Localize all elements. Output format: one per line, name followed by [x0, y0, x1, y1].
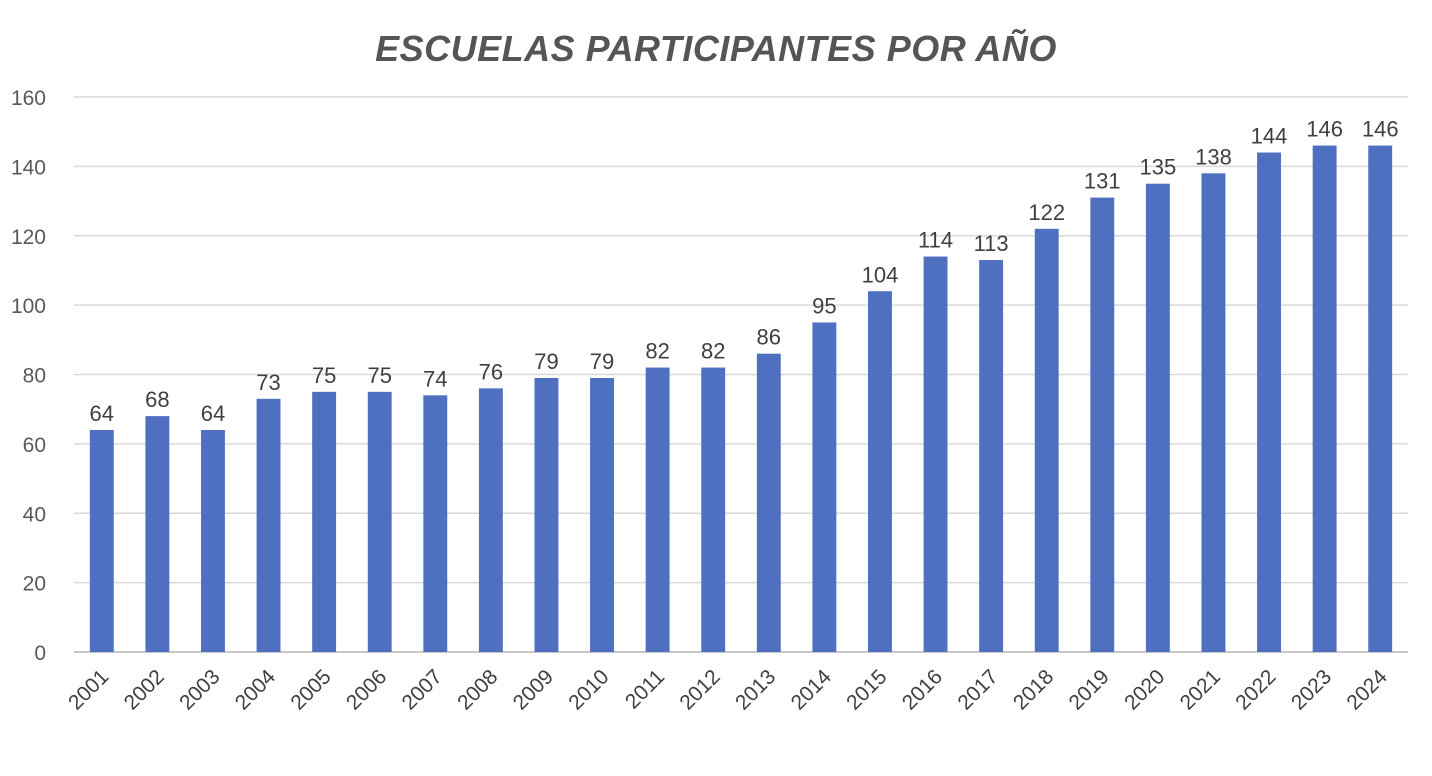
x-tick-label: 2010 — [564, 665, 613, 714]
y-axis-ticks: 0 20 40 60 80 100 120 140 160 — [11, 87, 46, 665]
data-label: 131 — [1084, 169, 1121, 194]
x-tick-label: 2019 — [1065, 665, 1114, 714]
y-tick-label: 100 — [11, 295, 46, 318]
x-tick-label: 2021 — [1176, 665, 1225, 714]
x-tick-label: 2020 — [1120, 665, 1169, 714]
bar — [590, 377, 614, 652]
x-tick-label: 2007 — [398, 665, 447, 714]
bar — [812, 322, 837, 652]
chart-title: ESCUELAS PARTICIPANTES POR AÑO — [375, 28, 1057, 69]
data-label: 79 — [534, 349, 558, 374]
data-label: 75 — [312, 363, 336, 388]
y-tick-label: 0 — [34, 642, 46, 665]
bar — [423, 395, 448, 652]
x-tick-label: 2023 — [1287, 665, 1336, 714]
data-label: 138 — [1195, 144, 1232, 169]
data-label: 82 — [645, 339, 669, 364]
x-tick-label: 2024 — [1342, 665, 1392, 715]
bar — [868, 291, 892, 652]
x-tick-label: 2002 — [120, 665, 169, 714]
bar — [89, 430, 114, 652]
y-tick-label: 120 — [11, 226, 46, 249]
data-label: 113 — [974, 231, 1009, 256]
x-tick-label: 2004 — [231, 665, 281, 715]
bar — [256, 398, 281, 652]
y-tick-label: 80 — [23, 365, 46, 388]
x-axis-ticks: 2001 2002 2003 2004 2005 2006 2007 2008 2009 2010… — [64, 665, 1392, 715]
bar — [201, 430, 225, 652]
data-label: 79 — [590, 349, 614, 374]
bars — [89, 145, 1393, 652]
data-label: 104 — [862, 262, 899, 287]
bar — [478, 388, 503, 652]
data-labels: 64 68 64 73 75 75 74 76 79 79 82 82 86 95 104 114 113 122… — [90, 117, 1399, 426]
data-label: 82 — [701, 339, 725, 364]
y-tick-label: 140 — [11, 156, 46, 179]
data-label: 68 — [145, 387, 169, 412]
data-label: 146 — [1362, 117, 1399, 142]
bar — [534, 377, 559, 652]
y-tick-label: 20 — [23, 573, 46, 596]
x-tick-label: 2013 — [731, 665, 780, 714]
data-label: 114 — [918, 228, 953, 253]
x-tick-label: 2018 — [1009, 665, 1058, 714]
x-tick-label: 2017 — [953, 665, 1002, 714]
data-label: 74 — [423, 366, 447, 391]
bar — [312, 391, 337, 652]
x-tick-label: 2011 — [621, 665, 669, 713]
x-tick-label: 2008 — [453, 665, 502, 714]
x-tick-label: 2005 — [286, 665, 335, 714]
grid-layer — [74, 96, 1408, 653]
bar — [1257, 152, 1281, 652]
data-label: 135 — [1140, 155, 1177, 180]
x-tick-label: 2022 — [1231, 665, 1280, 714]
bar — [756, 353, 781, 652]
bar — [1145, 183, 1170, 652]
data-label: 75 — [367, 363, 391, 388]
bar — [1201, 173, 1226, 652]
x-tick-label: 2001 — [64, 665, 113, 714]
bar — [1034, 228, 1059, 652]
data-label: 64 — [201, 401, 225, 426]
bar — [979, 260, 1004, 652]
bar — [367, 391, 392, 652]
bar — [1312, 145, 1337, 652]
y-tick-label: 60 — [23, 434, 46, 457]
data-label: 122 — [1028, 200, 1065, 225]
bar — [923, 256, 948, 652]
data-label: 76 — [479, 359, 503, 384]
data-label: 146 — [1306, 117, 1343, 142]
data-label: 86 — [757, 325, 781, 350]
bar — [645, 367, 670, 652]
bar — [1090, 197, 1115, 652]
bar — [701, 367, 726, 652]
x-tick-label: 2014 — [787, 665, 837, 715]
x-tick-label: 2009 — [509, 665, 558, 714]
data-label: 64 — [90, 401, 114, 426]
bar — [145, 416, 170, 652]
x-tick-label: 2003 — [175, 665, 224, 714]
y-tick-label: 40 — [23, 503, 46, 526]
x-tick-label: 2012 — [675, 665, 724, 714]
data-label: 144 — [1251, 124, 1288, 149]
bar — [1368, 145, 1393, 652]
x-tick-label: 2016 — [898, 665, 947, 714]
x-tick-label: 2006 — [342, 665, 391, 714]
y-tick-label: 160 — [11, 87, 46, 110]
data-label: 95 — [812, 293, 836, 318]
data-label: 73 — [256, 370, 280, 395]
x-tick-label: 2015 — [842, 665, 891, 714]
